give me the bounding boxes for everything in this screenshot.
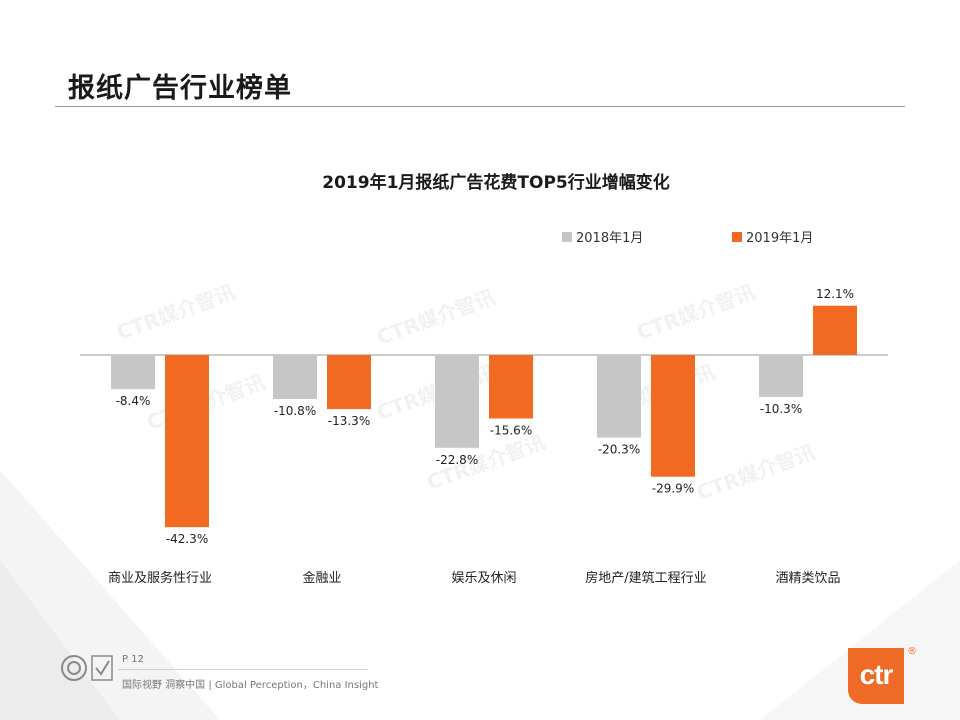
watermark-text: CTR媒介智讯 (374, 285, 498, 350)
category-label: 房地产/建筑工程行业 (585, 570, 706, 586)
page-number: P 12 (122, 654, 144, 665)
legend-swatch-2 (732, 232, 742, 242)
bar (165, 355, 209, 528)
bar (327, 355, 371, 410)
legend-swatch-1 (562, 232, 572, 242)
data-label: -15.6% (490, 423, 532, 437)
watermark-text: CTR媒介智讯 (694, 440, 818, 505)
data-label: -22.8% (436, 453, 478, 467)
data-label: -8.4% (116, 394, 151, 408)
category-label: 酒精类饮品 (775, 571, 840, 586)
bar (273, 355, 317, 399)
data-label: -29.9% (652, 482, 694, 496)
data-label: -10.8% (274, 404, 316, 418)
data-label: -20.3% (598, 443, 640, 457)
bar (489, 355, 533, 419)
bar (759, 355, 803, 397)
watermark-text: CTR媒介智讯 (114, 280, 238, 345)
category-label: 商业及服务性行业 (108, 570, 212, 586)
ctr-logo: ctr (848, 648, 904, 704)
legend-label-1: 2018年1月 (576, 231, 643, 246)
bar (597, 355, 641, 438)
data-label: -13.3% (328, 414, 370, 428)
bar (813, 305, 857, 355)
bar-chart: CTR媒介智讯CTR媒介智讯CTR媒介智讯CTR媒介智讯CTR媒介智讯CTR媒介… (80, 172, 888, 586)
bar (435, 355, 479, 448)
page-title: 报纸广告行业榜单 (68, 73, 292, 104)
data-label: -10.3% (760, 402, 802, 416)
data-label: -42.3% (166, 532, 208, 546)
watermark-text: CTR媒介智讯 (634, 280, 758, 345)
category-label: 金融业 (302, 570, 341, 586)
certification-badges-icon (61, 655, 113, 681)
logo-text: ctr (859, 659, 894, 690)
bar (651, 355, 695, 477)
footer-tagline: 国际视野 洞察中国 | Global Perception，China Insi… (122, 680, 379, 691)
bar (111, 355, 155, 390)
registered-mark: ® (907, 646, 917, 657)
category-label: 娱乐及休闲 (451, 571, 516, 586)
data-label: 12.1% (816, 287, 854, 301)
chart-title: 2019年1月报纸广告花费TOP5行业增幅变化 (322, 172, 669, 193)
legend-label-2: 2019年1月 (746, 231, 813, 246)
footer-divider (118, 669, 368, 670)
title-divider (55, 106, 905, 107)
